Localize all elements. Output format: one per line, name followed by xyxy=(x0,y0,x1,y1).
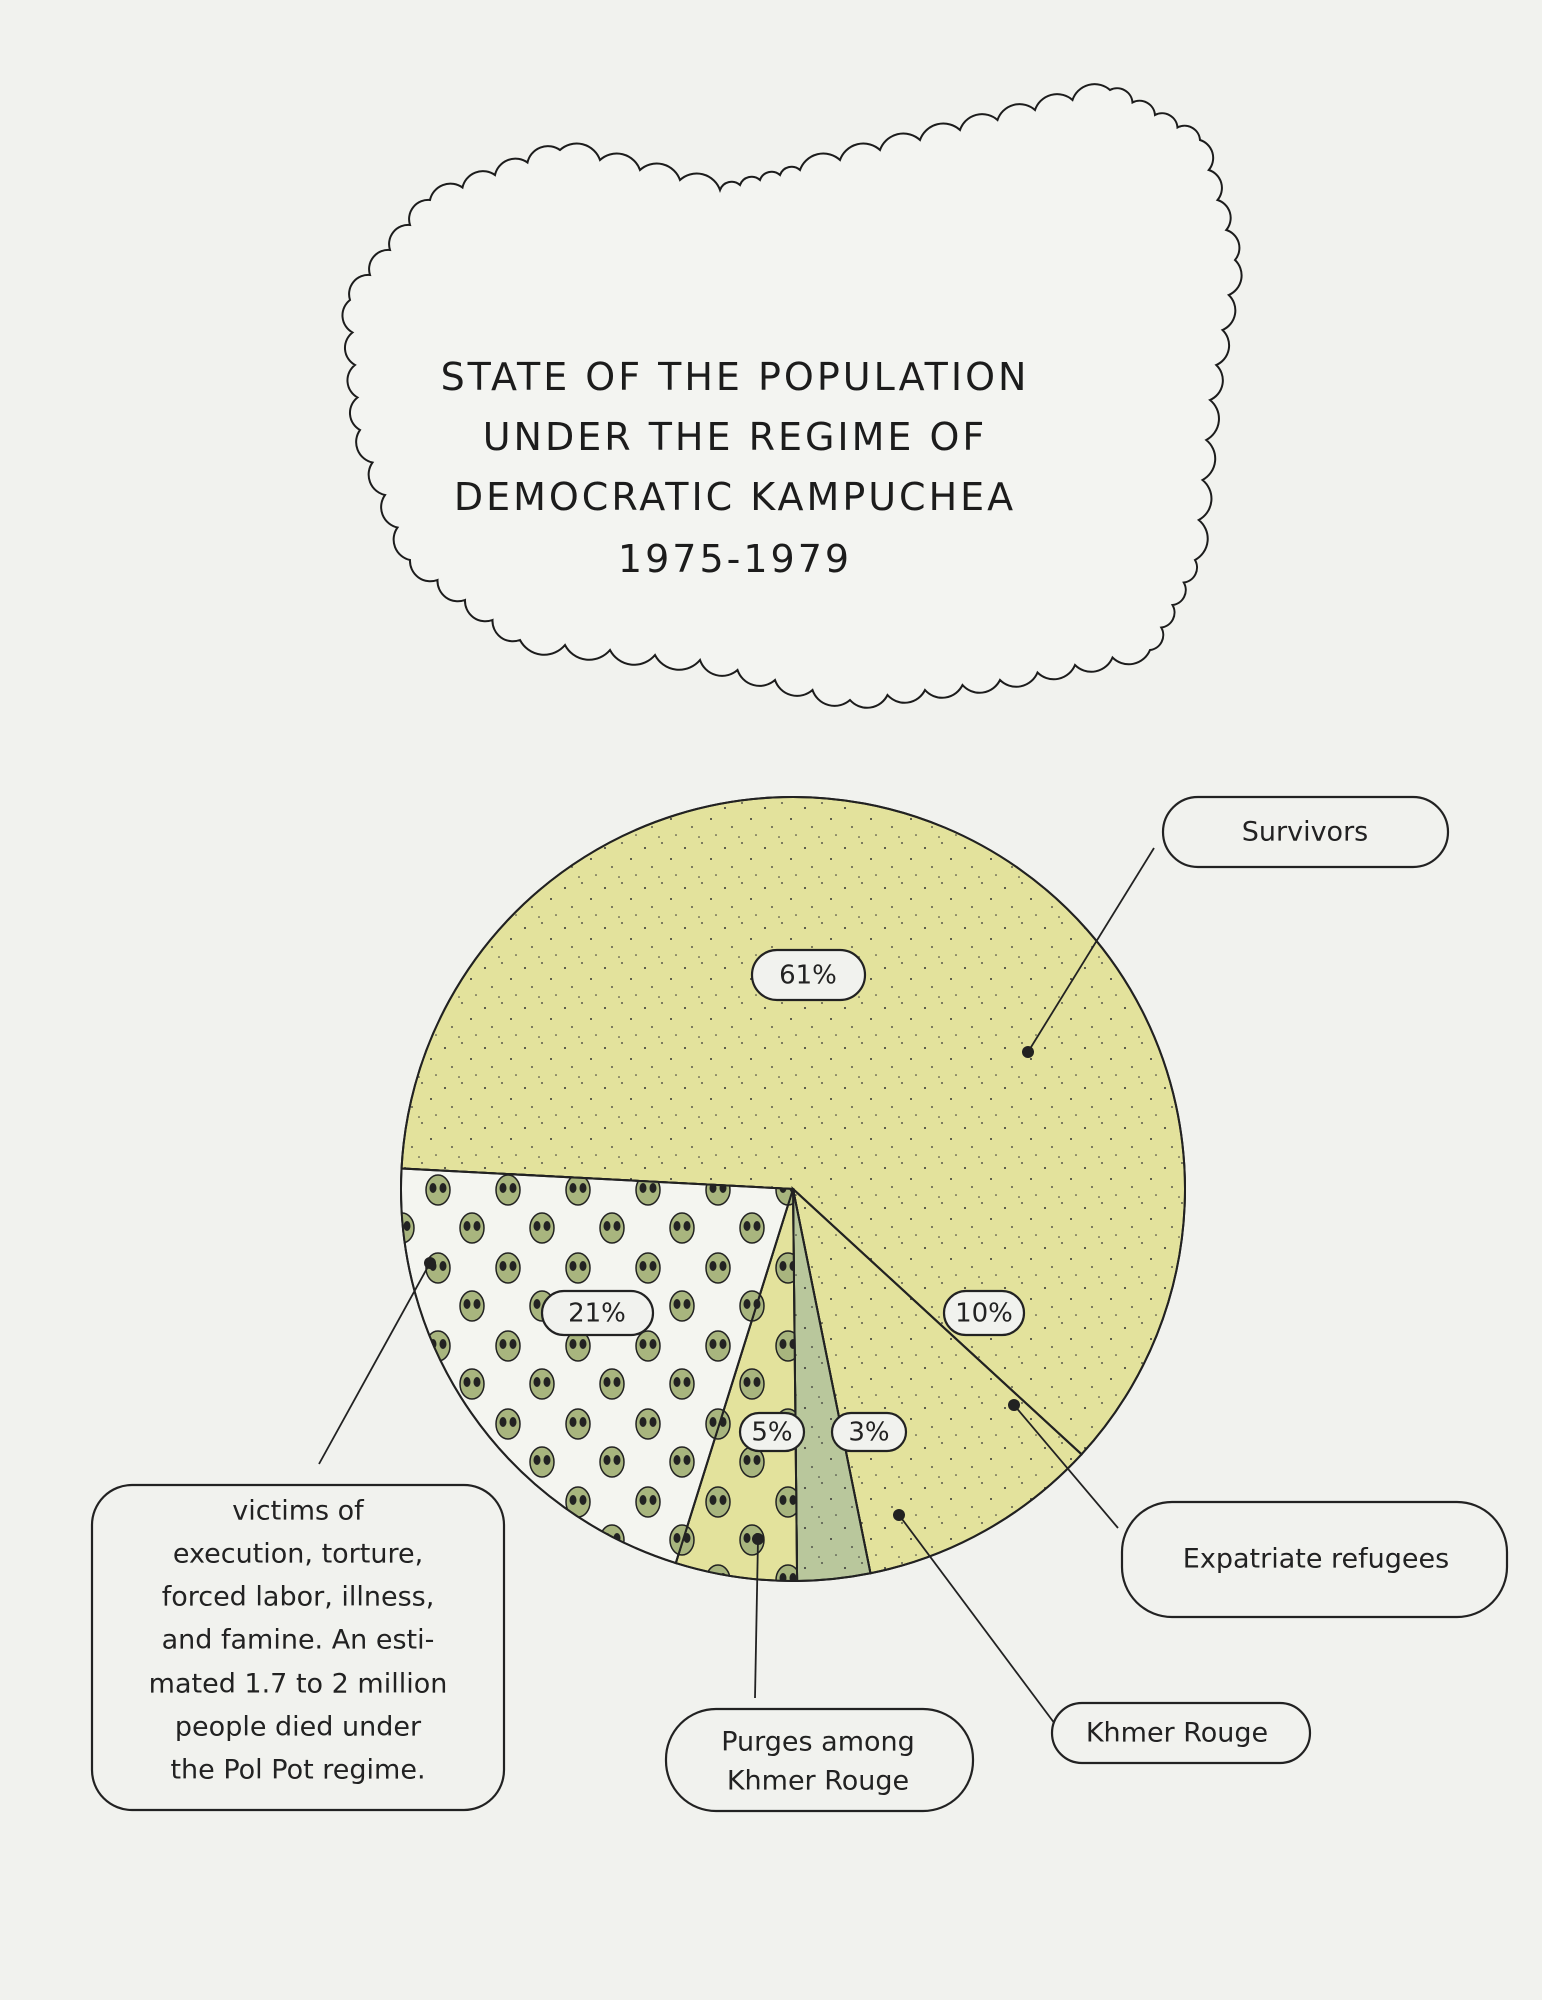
leader-dot-expatriate xyxy=(1008,1399,1020,1411)
value-label-survivors: 61% xyxy=(750,948,867,1002)
title-line-1: STATE OF THE POPULATION xyxy=(441,355,1030,399)
title-line-2: UNDER THE REGIME OF xyxy=(483,415,988,459)
value-label-expatriate: 10% xyxy=(942,1289,1026,1337)
value-label-victims: 21% xyxy=(540,1289,655,1337)
leader-dot-khmer-rouge xyxy=(893,1509,905,1521)
value-text: 3% xyxy=(848,1418,889,1448)
leader-dot-victims xyxy=(424,1257,436,1269)
pie-slice-pattern-victims xyxy=(400,1167,795,1565)
label-purges: Purges among Khmer Rouge xyxy=(664,1707,975,1813)
label-victims: victims of execution, torture, forced la… xyxy=(90,1483,506,1812)
value-text: 21% xyxy=(568,1299,626,1329)
label-survivors: Survivors xyxy=(1161,795,1450,869)
chart-title: STATE OF THE POPULATION UNDER THE REGIME… xyxy=(441,355,1030,581)
leader-khmer-rouge xyxy=(898,1514,1059,1729)
label-text: Expatriate refugees xyxy=(1183,1544,1449,1575)
label-text-line-1: victims of xyxy=(232,1496,365,1527)
label-text-line-2: Khmer Rouge xyxy=(727,1766,909,1797)
label-text-line-2: execution, torture, xyxy=(173,1539,423,1570)
label-expatriate-refugees: Expatriate refugees xyxy=(1120,1500,1509,1619)
value-text: 10% xyxy=(955,1299,1013,1329)
label-text: Survivors xyxy=(1242,817,1369,848)
value-label-purges: 5% xyxy=(738,1411,806,1453)
value-text: 5% xyxy=(751,1418,792,1448)
label-text: Khmer Rouge xyxy=(1086,1718,1268,1749)
leader-dot-purges xyxy=(752,1533,764,1545)
pie-chart xyxy=(400,796,1186,1582)
label-text-line-4: and famine. An esti- xyxy=(162,1625,435,1656)
title-cloud xyxy=(341,83,1243,709)
label-text-line-5: mated 1.7 to 2 million xyxy=(149,1669,448,1700)
value-label-khmer-rouge: 3% xyxy=(830,1411,908,1453)
title-line-3: DEMOCRATIC KAMPUCHEA xyxy=(454,475,1016,519)
title-line-4: 1975-1979 xyxy=(618,537,852,581)
label-text-line-3: forced labor, illness, xyxy=(162,1582,435,1613)
leader-survivors xyxy=(1027,847,1155,1053)
label-text-line-6: people died under xyxy=(175,1712,422,1743)
leader-lines xyxy=(318,847,1155,1729)
leader-victims xyxy=(318,1262,431,1465)
label-text-line-1: Purges among xyxy=(721,1727,915,1758)
label-khmer-rouge: Khmer Rouge xyxy=(1050,1701,1312,1765)
leader-expatriate xyxy=(1013,1404,1119,1529)
label-text-line-7: the Pol Pot regime. xyxy=(170,1755,425,1786)
leader-purges xyxy=(754,1538,759,1699)
value-text: 61% xyxy=(779,961,837,991)
leader-dot-survivors xyxy=(1022,1046,1034,1058)
